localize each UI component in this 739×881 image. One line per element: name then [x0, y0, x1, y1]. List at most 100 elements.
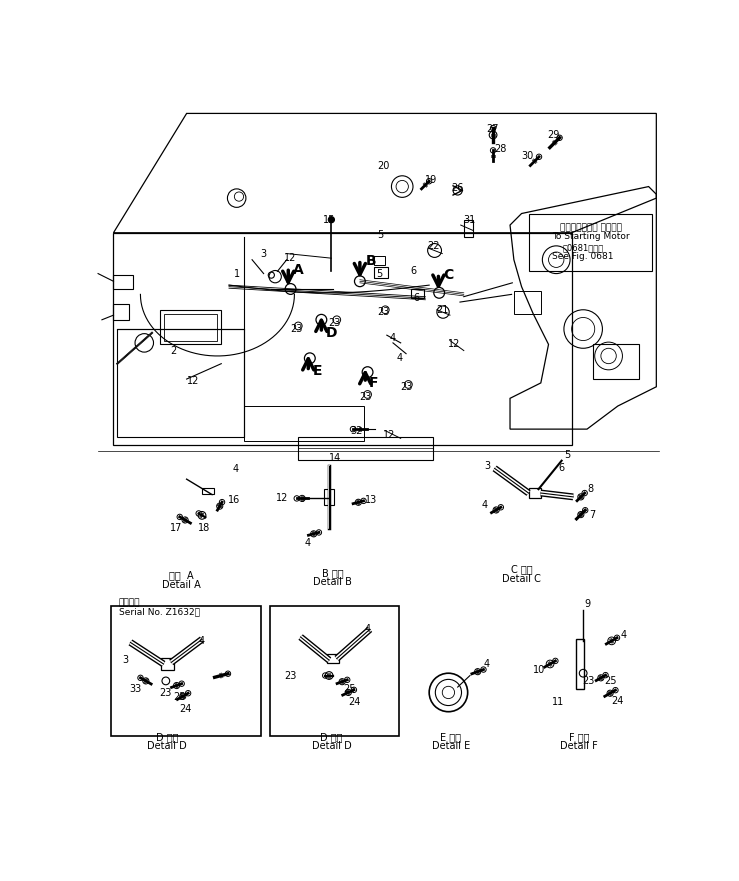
Bar: [324, 489, 334, 505]
Text: F 詳細: F 詳細: [569, 732, 590, 742]
Text: A: A: [293, 263, 304, 277]
Text: 3: 3: [122, 655, 128, 665]
Text: 3: 3: [484, 461, 490, 471]
Text: 25: 25: [174, 692, 186, 702]
Text: 4: 4: [484, 659, 490, 669]
Text: 23: 23: [328, 318, 341, 328]
Text: 18: 18: [198, 522, 211, 533]
Text: 4: 4: [199, 636, 205, 646]
Text: Detail C: Detail C: [502, 574, 541, 583]
Text: F: F: [369, 376, 378, 390]
Text: D: D: [326, 326, 337, 340]
Text: B: B: [366, 255, 377, 268]
Text: 29: 29: [548, 130, 560, 140]
Text: See Fig. 0681: See Fig. 0681: [553, 252, 614, 261]
Text: C: C: [443, 268, 454, 282]
Circle shape: [328, 217, 335, 223]
Text: 詳細  A: 詳細 A: [169, 570, 194, 581]
Text: 23: 23: [285, 670, 297, 680]
Text: Detail D: Detail D: [148, 741, 187, 751]
Bar: [464, 219, 473, 237]
Bar: [529, 213, 653, 271]
Text: 5: 5: [376, 269, 382, 278]
Text: 22: 22: [427, 241, 439, 251]
Text: 21: 21: [436, 305, 449, 315]
Text: 5: 5: [564, 449, 570, 460]
Text: 19: 19: [426, 175, 437, 185]
Text: 4: 4: [389, 333, 395, 344]
Text: D 詳細: D 詳細: [320, 732, 343, 742]
Text: Detail B: Detail B: [313, 577, 353, 588]
Text: 23: 23: [377, 307, 389, 317]
Bar: [374, 255, 385, 265]
Text: スターティング モータヘ: スターティング モータヘ: [560, 223, 622, 232]
Text: 23: 23: [290, 324, 303, 334]
Text: 6: 6: [411, 266, 417, 277]
Text: 13: 13: [365, 495, 378, 505]
Text: 16: 16: [228, 495, 239, 505]
Bar: [514, 291, 541, 314]
Text: C 詳細: C 詳細: [511, 564, 532, 574]
Text: 1: 1: [234, 269, 239, 278]
Text: 24: 24: [348, 697, 361, 707]
Text: 28: 28: [494, 144, 507, 154]
Text: 23: 23: [582, 676, 595, 686]
Text: 23: 23: [400, 381, 412, 392]
Text: 30: 30: [522, 151, 534, 160]
Text: 23: 23: [160, 688, 172, 699]
Text: To Starting Motor: To Starting Motor: [552, 232, 630, 241]
Bar: [202, 488, 214, 493]
Text: E 詳細: E 詳細: [440, 732, 461, 742]
Text: 12: 12: [448, 339, 460, 350]
Text: 適用号機: 適用号機: [119, 598, 140, 607]
Bar: [163, 314, 217, 341]
Bar: [111, 606, 262, 736]
Text: 4: 4: [304, 538, 310, 548]
Text: 25: 25: [604, 676, 616, 686]
Text: 4: 4: [397, 353, 403, 363]
Text: 2: 2: [171, 345, 177, 356]
Text: 25: 25: [344, 685, 356, 694]
Text: 12: 12: [285, 253, 297, 263]
Text: 33: 33: [129, 684, 141, 693]
Bar: [593, 344, 639, 379]
Text: E: E: [313, 365, 322, 378]
Bar: [528, 488, 541, 498]
Text: 26: 26: [452, 183, 464, 193]
Bar: [374, 268, 387, 278]
Bar: [160, 310, 221, 344]
Text: 4: 4: [364, 625, 371, 634]
Text: 4: 4: [482, 500, 488, 509]
Bar: [576, 640, 584, 689]
Text: 10: 10: [533, 665, 545, 675]
Text: Detail D: Detail D: [312, 741, 351, 751]
Text: Detail A: Detail A: [162, 580, 200, 589]
Text: Detail F: Detail F: [560, 741, 598, 751]
Text: Serial No. Z1632〜: Serial No. Z1632〜: [119, 607, 200, 616]
Bar: [327, 654, 339, 663]
Text: 32: 32: [350, 426, 362, 436]
Text: 4: 4: [621, 630, 627, 640]
Text: 11: 11: [551, 698, 564, 707]
Text: 9: 9: [584, 599, 590, 609]
Text: D 詳細: D 詳細: [156, 732, 179, 742]
Text: 5: 5: [378, 230, 384, 241]
Text: 17: 17: [170, 522, 182, 533]
Text: 7: 7: [589, 509, 596, 520]
Text: 12: 12: [276, 493, 288, 503]
Text: 24: 24: [180, 704, 192, 714]
Text: Detail E: Detail E: [432, 741, 470, 751]
Text: 24: 24: [612, 696, 624, 706]
Text: 3: 3: [261, 248, 267, 258]
Text: 20: 20: [377, 160, 389, 171]
Text: 27: 27: [486, 124, 499, 134]
Text: 31: 31: [463, 215, 475, 225]
Bar: [412, 289, 423, 299]
Text: 23: 23: [359, 392, 372, 402]
Text: 6: 6: [413, 293, 419, 303]
Bar: [114, 304, 129, 320]
Text: 12: 12: [383, 430, 395, 440]
Text: 14: 14: [329, 454, 341, 463]
Text: 第0681図参照: 第0681図参照: [562, 244, 604, 253]
Bar: [270, 606, 399, 736]
